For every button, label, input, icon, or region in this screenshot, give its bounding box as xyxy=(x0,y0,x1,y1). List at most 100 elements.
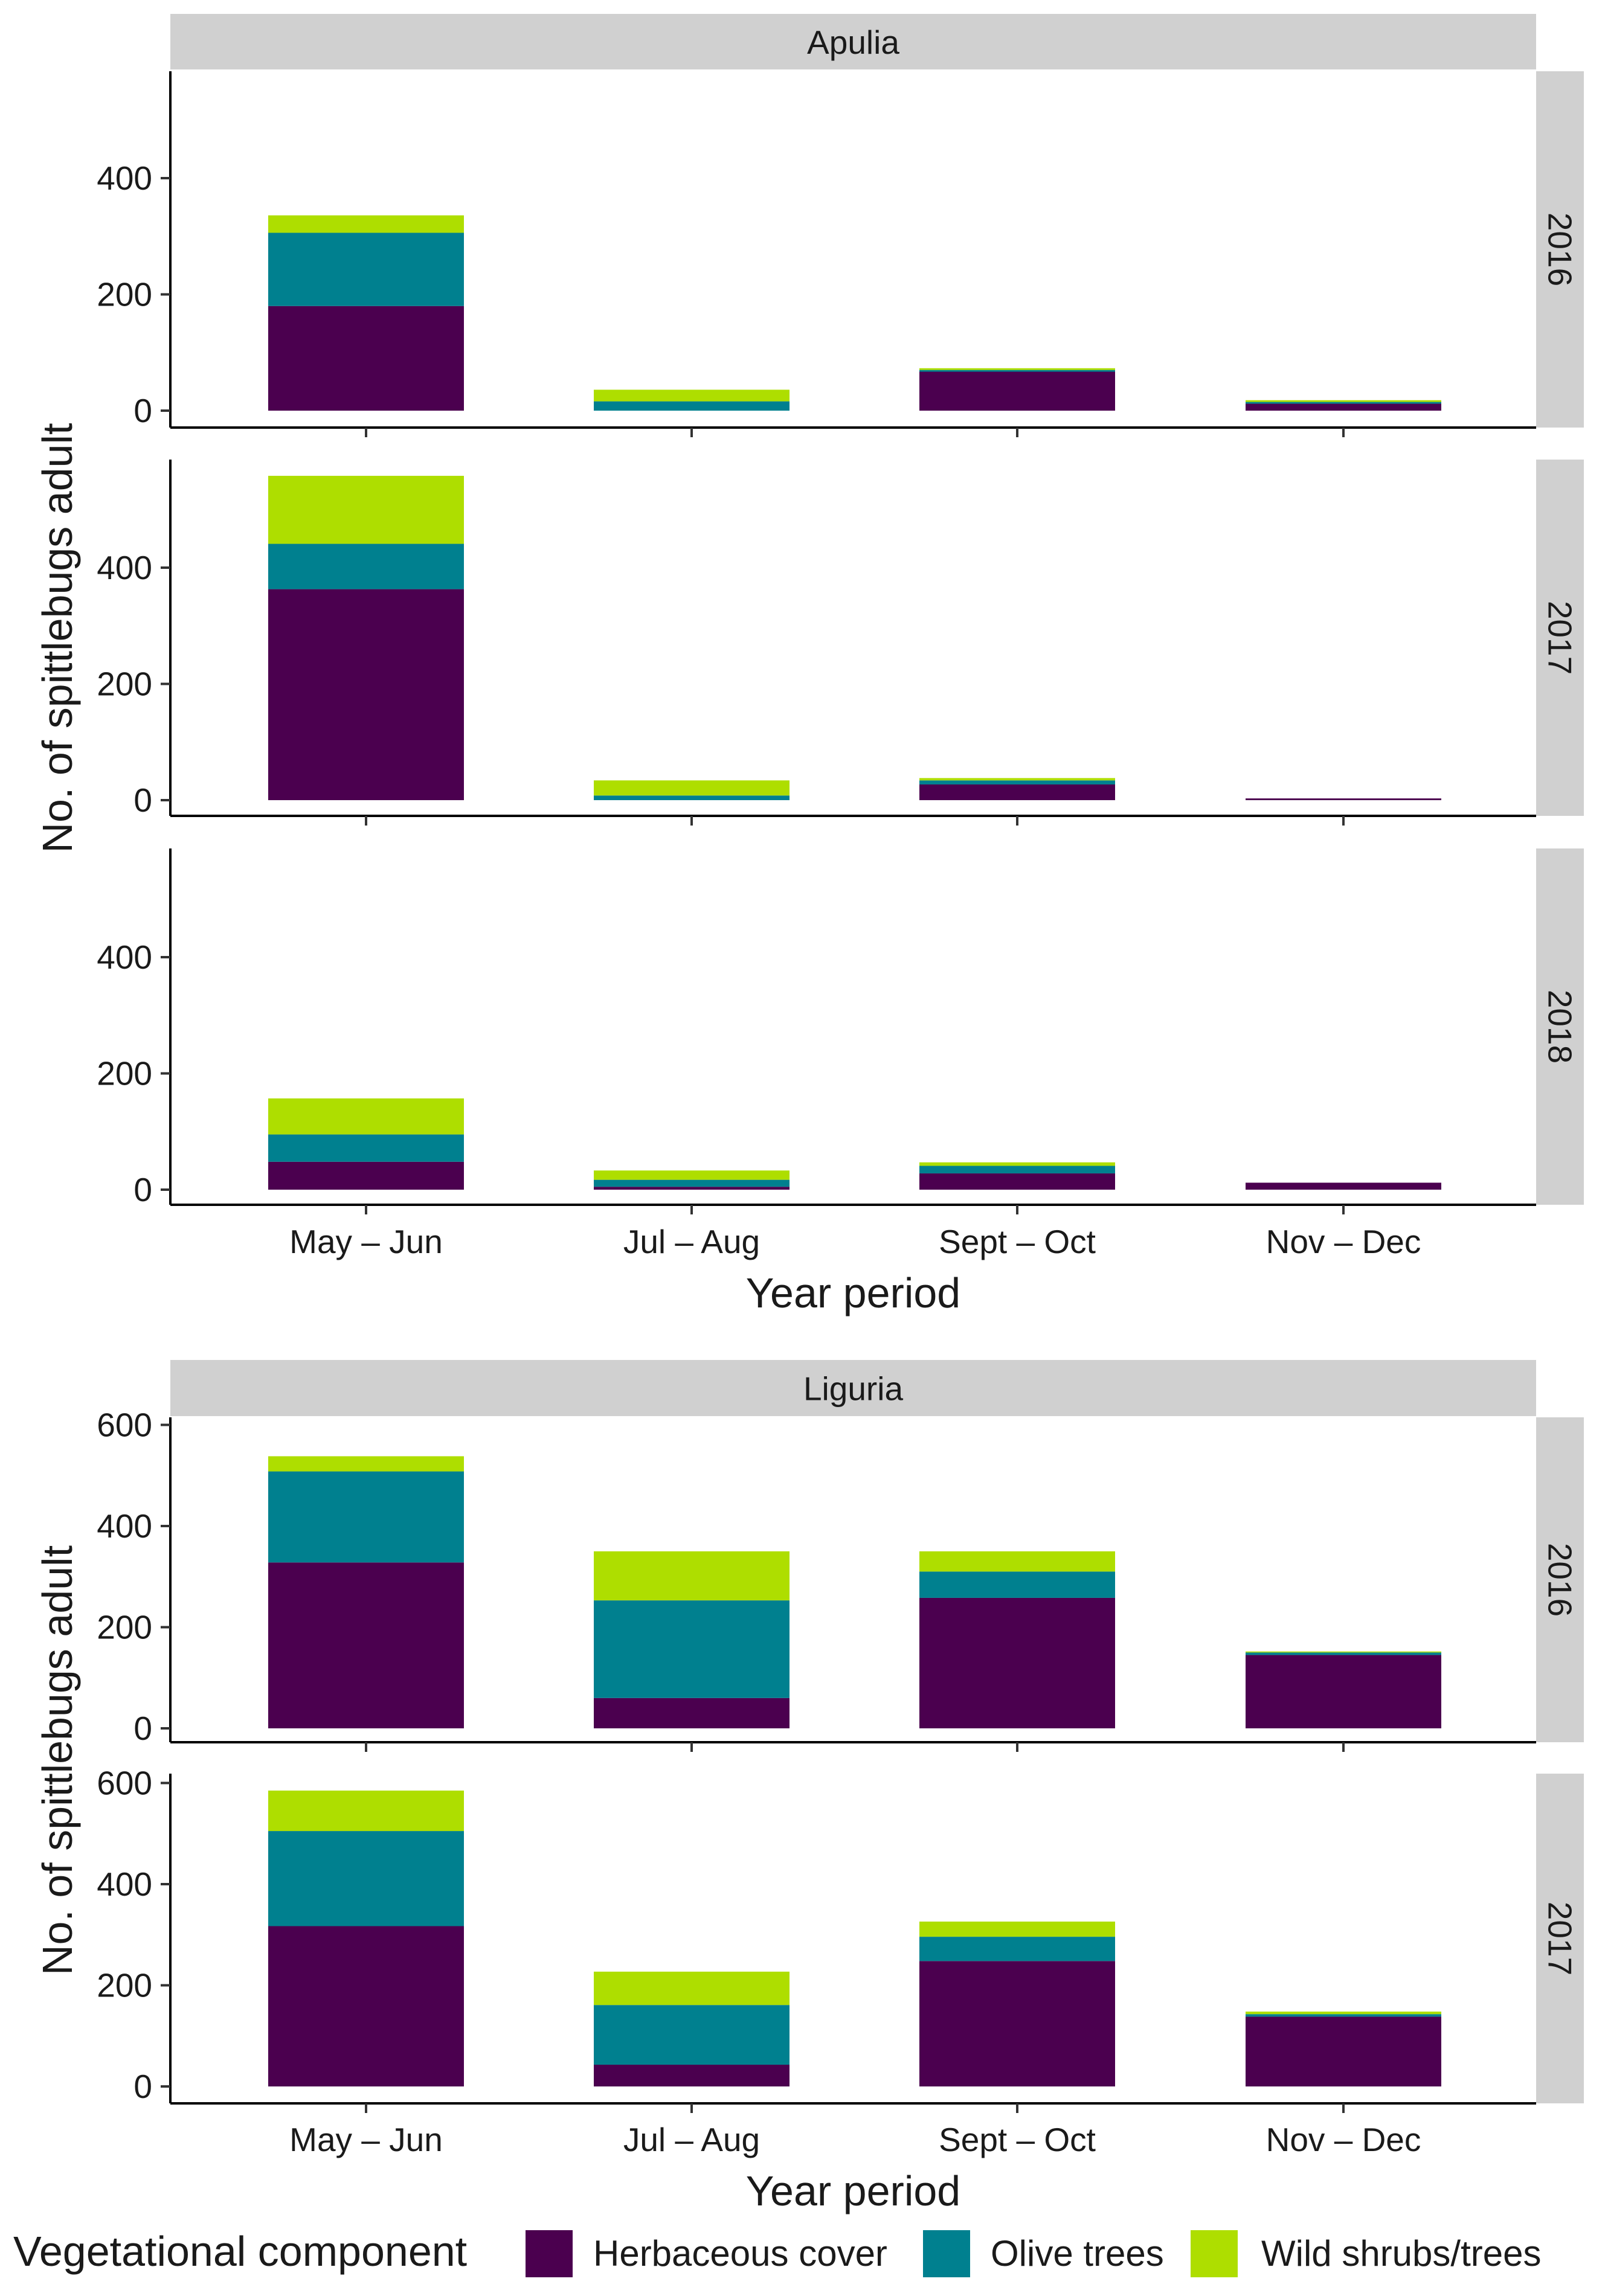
bar-wild-shrubs-trees-3 xyxy=(919,1551,1115,1572)
x-tick-label: Nov – Dec xyxy=(1266,2121,1421,2158)
panel-2018: 2018 0 200 400 xyxy=(97,848,1584,1214)
bar-olive-trees-1 xyxy=(268,232,464,306)
bar-wild-shrubs-trees-4 xyxy=(1246,400,1441,402)
y-tick-label: 200 xyxy=(97,665,152,703)
panel-strip xyxy=(1536,1774,1584,2103)
panel-strip xyxy=(1536,848,1584,1205)
y-tick-label: 200 xyxy=(97,1055,152,1092)
bar-olive-trees-2 xyxy=(594,795,790,800)
x-tick-label: Jul – Aug xyxy=(623,1223,760,1260)
facet-title: Liguria xyxy=(803,1370,904,1408)
panel-label: 2016 xyxy=(1542,1543,1579,1617)
panel-2016: 2016 0 200 400 xyxy=(97,71,1584,437)
panel-2017: 2017 0 200 400 600 xyxy=(97,1765,1584,2113)
facet-title: Apulia xyxy=(807,24,899,61)
bar-herbaceous-cover-4 xyxy=(1246,403,1441,411)
bar-olive-trees-4 xyxy=(1246,2014,1441,2017)
bar-wild-shrubs-trees-1 xyxy=(268,1456,464,1472)
legend-title: Vegetational component xyxy=(13,2228,467,2275)
legend: Vegetational component Herbaceous cover Ol… xyxy=(13,2228,1541,2277)
panel-label: 2018 xyxy=(1542,990,1579,1063)
x-axis-title: Year period xyxy=(746,1269,960,1316)
facet-strip xyxy=(170,1360,1536,1416)
bar-herbaceous-cover-1 xyxy=(268,1161,464,1190)
bar-herbaceous-cover-1 xyxy=(268,589,464,800)
facet-apulia: Apulia 2016 0 200 400 2017 0 200 400 2018 0 200 400 M… xyxy=(34,14,1584,1316)
bar-olive-trees-2 xyxy=(594,1179,790,1187)
bar-wild-shrubs-trees-4 xyxy=(1246,2012,1441,2015)
y-tick-label: 0 xyxy=(133,392,152,429)
bar-wild-shrubs-trees-2 xyxy=(594,1551,790,1601)
bar-herbaceous-cover-3 xyxy=(919,371,1115,411)
bar-olive-trees-1 xyxy=(268,1471,464,1563)
y-tick-label: 0 xyxy=(133,1710,152,1747)
panel-label: 2016 xyxy=(1542,213,1579,286)
bar-olive-trees-4 xyxy=(1246,1652,1441,1655)
bar-herbaceous-cover-4 xyxy=(1246,1182,1441,1190)
x-tick-label: Nov – Dec xyxy=(1266,1223,1421,1260)
bar-herbaceous-cover-2 xyxy=(594,1698,790,1728)
bar-olive-trees-4 xyxy=(1246,402,1441,404)
bar-herbaceous-cover-2 xyxy=(594,2064,790,2086)
y-tick-label: 0 xyxy=(133,1171,152,1208)
panel-2017: 2017 0 200 400 xyxy=(97,460,1584,826)
bar-olive-trees-3 xyxy=(919,1571,1115,1598)
bar-olive-trees-3 xyxy=(919,780,1115,785)
bar-wild-shrubs-trees-2 xyxy=(594,1971,790,2006)
legend-label: Herbaceous cover xyxy=(593,2233,887,2274)
y-tick-label: 600 xyxy=(97,1406,152,1444)
panel-label: 2017 xyxy=(1542,1902,1579,1975)
y-tick-label: 200 xyxy=(97,276,152,313)
bar-herbaceous-cover-4 xyxy=(1246,798,1441,800)
bar-olive-trees-3 xyxy=(919,1937,1115,1961)
bar-wild-shrubs-trees-1 xyxy=(268,475,464,544)
bar-olive-trees-1 xyxy=(268,544,464,589)
y-axis-title: No. of spittlebugs adult xyxy=(34,423,81,853)
y-tick-label: 600 xyxy=(97,1765,152,1802)
x-tick-label: May – Jun xyxy=(289,2121,443,2158)
bar-wild-shrubs-trees-1 xyxy=(268,1791,464,1832)
bar-olive-trees-1 xyxy=(268,1134,464,1162)
x-axis-title: Year period xyxy=(746,2167,960,2214)
y-tick-label: 400 xyxy=(97,1507,152,1545)
bar-wild-shrubs-trees-2 xyxy=(594,780,790,796)
bar-herbaceous-cover-3 xyxy=(919,1597,1115,1728)
y-tick-label: 400 xyxy=(97,938,152,976)
legend-key-olive-trees xyxy=(923,2230,970,2277)
bar-olive-trees-2 xyxy=(594,1600,790,1698)
y-tick-label: 0 xyxy=(133,2068,152,2105)
y-tick-label: 200 xyxy=(97,1609,152,1646)
bar-herbaceous-cover-4 xyxy=(1246,2016,1441,2086)
legend-key-herbaceous-cover xyxy=(526,2230,573,2277)
bar-herbaceous-cover-3 xyxy=(919,784,1115,800)
bar-herbaceous-cover-2 xyxy=(594,1187,790,1190)
panel-label: 2017 xyxy=(1542,601,1579,675)
x-tick-label: Sept – Oct xyxy=(939,1223,1096,1260)
facet-liguria: Liguria 2016 0 200 400 600 2017 0 200 400 600 May –… xyxy=(34,1360,1584,2214)
bar-olive-trees-1 xyxy=(268,1831,464,1926)
bar-olive-trees-3 xyxy=(919,1166,1115,1174)
bar-herbaceous-cover-1 xyxy=(268,1926,464,2086)
y-tick-label: 400 xyxy=(97,159,152,197)
bar-olive-trees-2 xyxy=(594,401,790,411)
y-tick-label: 0 xyxy=(133,781,152,819)
panel-strip xyxy=(1536,1417,1584,1742)
bar-wild-shrubs-trees-4 xyxy=(1246,1651,1441,1653)
bar-herbaceous-cover-4 xyxy=(1246,1655,1441,1728)
bar-herbaceous-cover-1 xyxy=(268,1562,464,1728)
bar-wild-shrubs-trees-3 xyxy=(919,1162,1115,1166)
bar-wild-shrubs-trees-2 xyxy=(594,1170,790,1180)
bar-wild-shrubs-trees-3 xyxy=(919,368,1115,370)
legend-label: Wild shrubs/trees xyxy=(1261,2233,1541,2274)
x-tick-label: Jul – Aug xyxy=(623,2121,760,2158)
bar-wild-shrubs-trees-2 xyxy=(594,390,790,402)
bar-wild-shrubs-trees-3 xyxy=(919,778,1115,781)
bar-olive-trees-3 xyxy=(919,370,1115,372)
y-axis-title: No. of spittlebugs adult xyxy=(34,1545,81,1975)
y-tick-label: 400 xyxy=(97,549,152,586)
bar-herbaceous-cover-1 xyxy=(268,306,464,411)
x-tick-label: May – Jun xyxy=(289,1223,443,1260)
panel-strip xyxy=(1536,71,1584,428)
bar-wild-shrubs-trees-1 xyxy=(268,1098,464,1135)
